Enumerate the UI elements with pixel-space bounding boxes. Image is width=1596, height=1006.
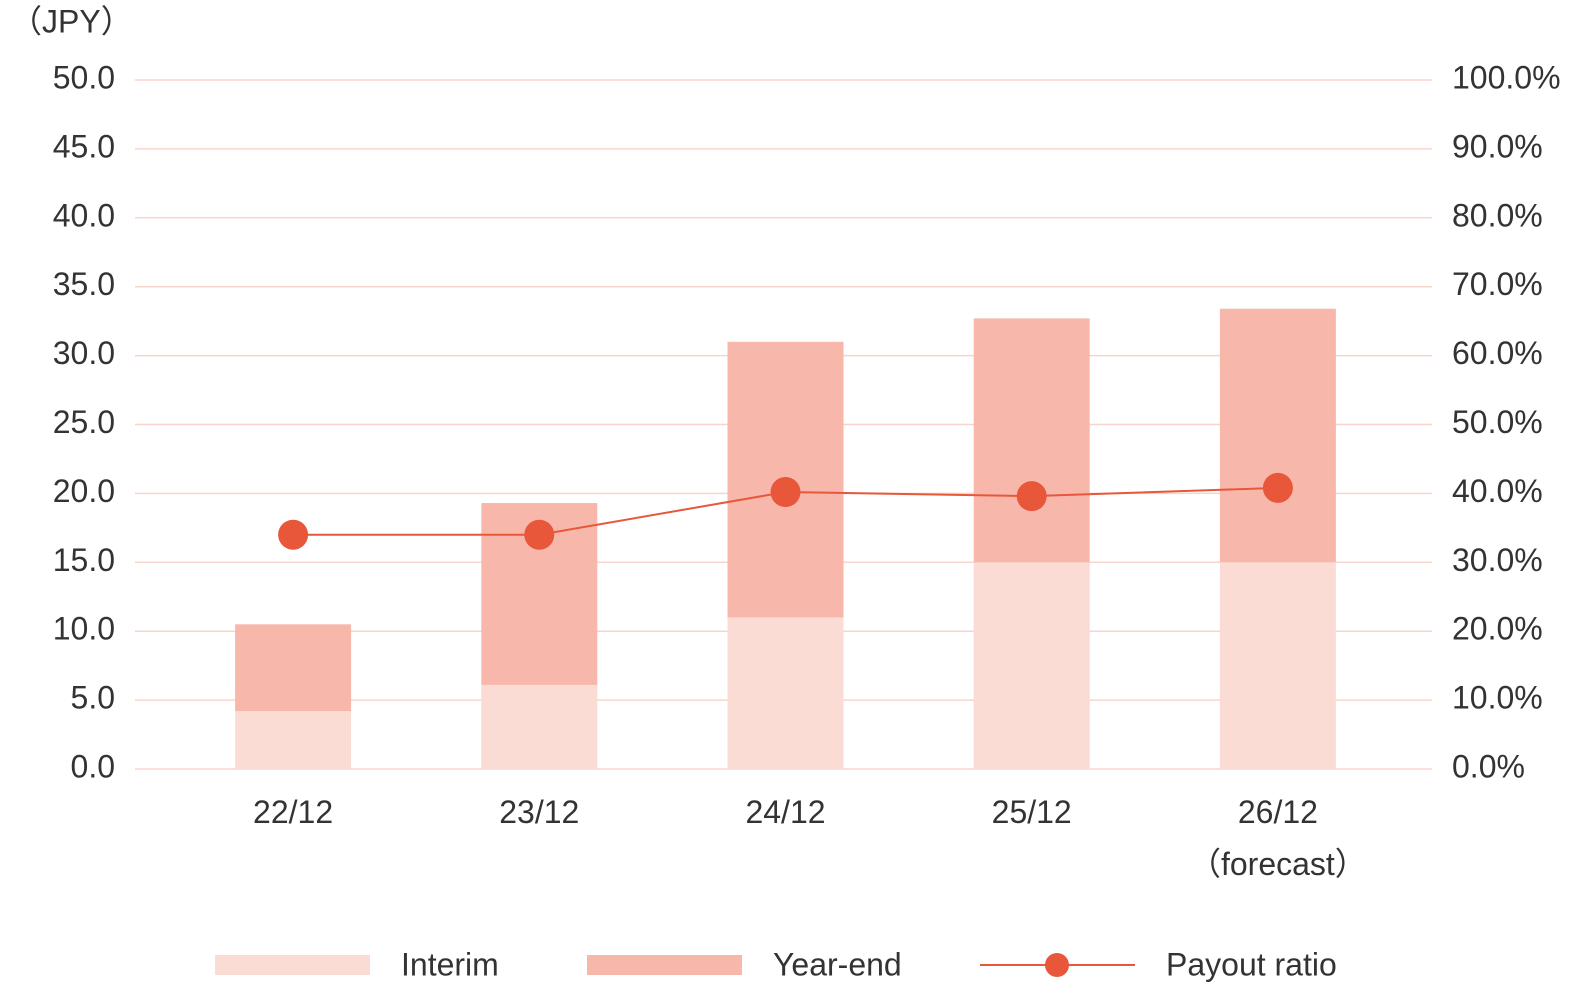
y-tick-label: 50.0 bbox=[53, 59, 115, 95]
y2-tick-label: 20.0% bbox=[1452, 611, 1543, 647]
x-tick-label: 26/12 （forecast） bbox=[1188, 794, 1367, 882]
line-point bbox=[1262, 472, 1293, 503]
bar bbox=[1219, 308, 1336, 563]
y2-tick-label: 50.0% bbox=[1452, 404, 1543, 440]
line-point bbox=[770, 477, 801, 508]
y2-tick-label: 90.0% bbox=[1452, 128, 1543, 164]
bar bbox=[973, 318, 1090, 563]
y-tick-label: 35.0 bbox=[53, 266, 115, 302]
y2-tick-label: 40.0% bbox=[1452, 473, 1543, 509]
bar bbox=[481, 684, 598, 769]
y-tick-label: 10.0 bbox=[53, 611, 115, 647]
y-axis-label: （JPY） bbox=[10, 3, 133, 39]
y-tick-label: 20.0 bbox=[53, 473, 115, 509]
y2-tick-label: 0.0% bbox=[1452, 748, 1525, 784]
x-tick-label: 24/12 bbox=[745, 794, 826, 830]
x-tick-label: 25/12 bbox=[991, 794, 1072, 830]
bar bbox=[973, 562, 1090, 769]
y-tick-label: 40.0 bbox=[53, 197, 115, 233]
legend-marker bbox=[1045, 953, 1069, 977]
bar bbox=[1219, 562, 1336, 769]
line-point bbox=[524, 519, 555, 550]
legend-swatch bbox=[587, 955, 742, 975]
line-point bbox=[278, 519, 309, 550]
y2-tick-label: 60.0% bbox=[1452, 335, 1543, 371]
x-tick-label: 23/12 bbox=[499, 794, 580, 830]
x-tick-label: 22/12 bbox=[253, 794, 334, 830]
bar bbox=[235, 624, 352, 712]
y-tick-label: 45.0 bbox=[53, 128, 115, 164]
y-tick-label: 25.0 bbox=[53, 404, 115, 440]
legend-label: Year-end bbox=[773, 946, 902, 982]
y2-tick-label: 100.0% bbox=[1452, 59, 1561, 95]
line-point bbox=[1016, 481, 1047, 512]
y2-tick-label: 30.0% bbox=[1452, 542, 1543, 578]
bar bbox=[727, 617, 844, 769]
y-tick-label: 15.0 bbox=[53, 542, 115, 578]
y2-tick-label: 70.0% bbox=[1452, 266, 1543, 302]
y2-tick-label: 10.0% bbox=[1452, 680, 1543, 716]
y-tick-label: 5.0 bbox=[71, 680, 115, 716]
legend-label: Interim bbox=[401, 946, 499, 982]
y-tick-label: 0.0 bbox=[71, 748, 115, 784]
y-tick-label: 30.0 bbox=[53, 335, 115, 371]
legend-label: Payout ratio bbox=[1166, 946, 1337, 982]
legend-swatch bbox=[215, 955, 370, 975]
y2-tick-label: 80.0% bbox=[1452, 197, 1543, 233]
bar bbox=[235, 711, 352, 769]
